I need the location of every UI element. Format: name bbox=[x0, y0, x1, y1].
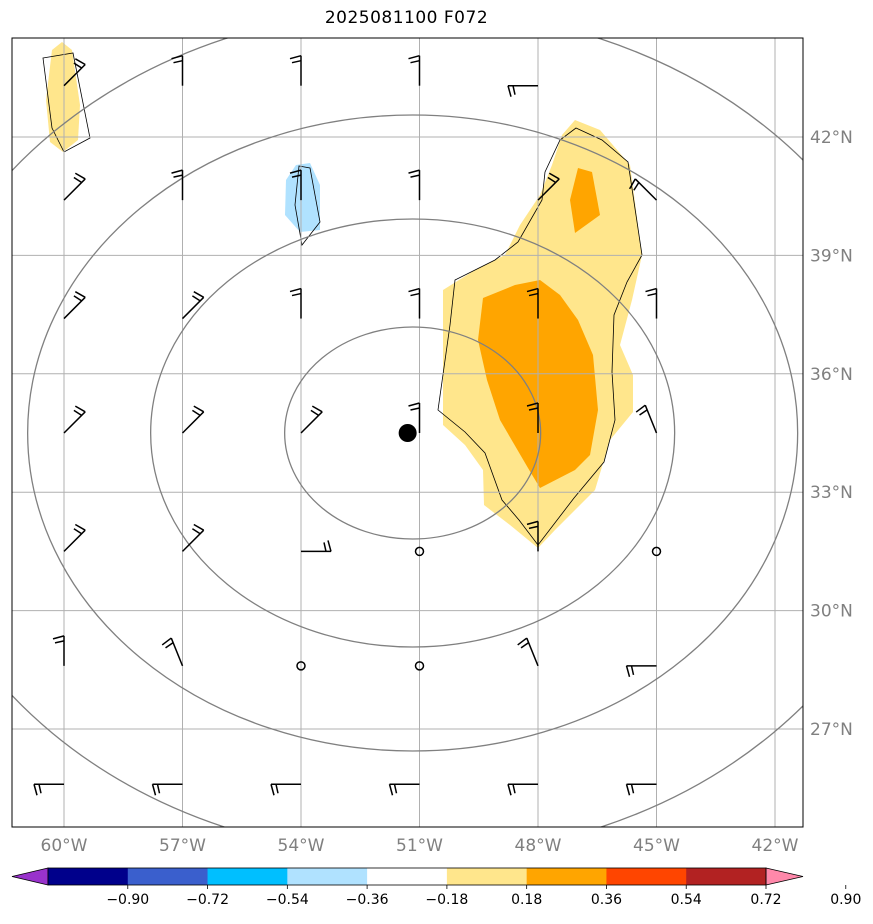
contour-outline-east bbox=[437, 127, 643, 546]
longitude-tick-label: 57°W bbox=[159, 836, 206, 856]
wind-barb bbox=[151, 783, 183, 796]
wind-barb bbox=[625, 665, 657, 678]
colorbar-tick-label: 0.90 bbox=[830, 892, 861, 908]
calm-wind-marker bbox=[651, 546, 662, 557]
colorbar-extend-left bbox=[11, 867, 49, 886]
latitude-tick-label: 39°N bbox=[810, 246, 853, 266]
colorbar-segment bbox=[446, 868, 528, 885]
colorbar-tick-label: 0.36 bbox=[591, 892, 622, 908]
colorbar-segment bbox=[606, 868, 687, 885]
wind-barb bbox=[289, 287, 302, 319]
longitude-tick-label: 54°W bbox=[278, 836, 325, 856]
wind-barb bbox=[408, 402, 421, 433]
wind-barb bbox=[161, 637, 184, 667]
wind-barb bbox=[52, 635, 65, 666]
colorbar-segment bbox=[367, 868, 448, 885]
longitude-tick-label: 60°W bbox=[41, 836, 88, 856]
colorbar-tick-label: 0.72 bbox=[750, 892, 781, 908]
calm-wind-marker bbox=[414, 661, 425, 671]
latitude-tick-label: 27°N bbox=[810, 720, 853, 740]
wind-barb bbox=[507, 783, 538, 796]
wind-barb bbox=[625, 783, 657, 796]
range-ring bbox=[26, 114, 799, 752]
colorbar-segment bbox=[48, 868, 129, 885]
wind-barb bbox=[171, 169, 184, 201]
wind-barb bbox=[33, 783, 64, 796]
calm-wind-marker bbox=[414, 546, 425, 557]
range-ring bbox=[283, 326, 542, 540]
contour-outline-blue bbox=[294, 165, 321, 246]
longitude-tick-label: 51°W bbox=[396, 836, 443, 856]
colorbar-tick-label: −0.72 bbox=[186, 892, 229, 908]
wind-barb bbox=[63, 405, 86, 434]
wind-barb bbox=[635, 404, 658, 434]
wind-barb bbox=[517, 637, 539, 667]
colorbar-tick-label: 0.54 bbox=[671, 892, 702, 908]
colorbar-frame bbox=[47, 867, 767, 886]
range-ring bbox=[149, 218, 676, 648]
colorbar-segment bbox=[287, 868, 368, 885]
wind-barb bbox=[289, 169, 302, 201]
anomaly-region-orange-north bbox=[570, 168, 600, 233]
colorbar-tick-label: 0.18 bbox=[511, 892, 542, 908]
longitude-tick-labels: 60°W 57°W 54°W 51°W 48°W 45°W 42°W bbox=[41, 836, 799, 856]
wind-barb bbox=[300, 405, 323, 434]
wind-barb bbox=[526, 287, 539, 319]
longitude-tick-label: 48°W bbox=[515, 836, 562, 856]
latitude-tick-labels: 42°N 39°N 36°N 33°N 30°N 27°N bbox=[810, 128, 853, 740]
wind-barb bbox=[63, 172, 86, 201]
anomaly-region-blue bbox=[285, 163, 320, 232]
wind-barb bbox=[171, 54, 184, 86]
longitude-tick-label: 45°W bbox=[633, 836, 680, 856]
wind-barb bbox=[408, 287, 421, 319]
wind-barb bbox=[63, 523, 86, 552]
colorbar-segment bbox=[207, 868, 288, 885]
latitude-tick-label: 42°N bbox=[810, 128, 853, 148]
wind-barb bbox=[537, 172, 560, 201]
calm-wind-marker bbox=[296, 661, 306, 671]
colorbar-segment bbox=[127, 868, 209, 885]
wind-barb bbox=[63, 291, 86, 320]
plot-frame bbox=[11, 37, 804, 828]
wind-barb bbox=[408, 54, 421, 86]
wind-barb bbox=[289, 54, 302, 86]
wind-barb bbox=[388, 783, 420, 796]
wind-barbs bbox=[33, 54, 662, 796]
wind-barb bbox=[526, 402, 539, 433]
wind-barb bbox=[628, 178, 658, 201]
wind-barb bbox=[526, 520, 539, 552]
wind-barb bbox=[408, 169, 421, 201]
colorbar: −0.90 −0.72 −0.54 −0.36 −0.18 0.18 0.36 0.54 0.7… bbox=[11, 867, 861, 908]
range-ring bbox=[12, 38, 803, 827]
longitude-tick-label: 42°W bbox=[752, 836, 799, 856]
colorbar-tick-label: −0.90 bbox=[106, 892, 149, 908]
colorbar-tick-label: −0.18 bbox=[425, 892, 468, 908]
wind-barb bbox=[301, 540, 332, 553]
colorbar-extend-right bbox=[765, 867, 804, 886]
wind-barb bbox=[63, 58, 86, 87]
colorbar-tick-label: −0.54 bbox=[266, 892, 309, 908]
latitude-tick-label: 33°N bbox=[810, 483, 853, 503]
latitude-tick-label: 30°N bbox=[810, 602, 853, 622]
latitude-tick-label: 36°N bbox=[810, 365, 853, 385]
wind-barb bbox=[181, 523, 205, 552]
wind-barb bbox=[181, 405, 205, 434]
wind-barb bbox=[270, 783, 301, 796]
wind-barb bbox=[645, 287, 658, 319]
colorbar-segment bbox=[686, 868, 767, 885]
anomaly-region-yellow-nw bbox=[46, 42, 80, 152]
contour-outline-nw bbox=[42, 52, 91, 153]
colorbar-segment bbox=[526, 868, 607, 885]
wind-barb bbox=[181, 291, 205, 320]
map-title: 2025081100 F072 bbox=[324, 8, 489, 28]
wind-barb bbox=[507, 84, 538, 97]
colorbar-tick-label: −0.36 bbox=[346, 892, 389, 908]
storm-center-marker bbox=[398, 424, 417, 442]
